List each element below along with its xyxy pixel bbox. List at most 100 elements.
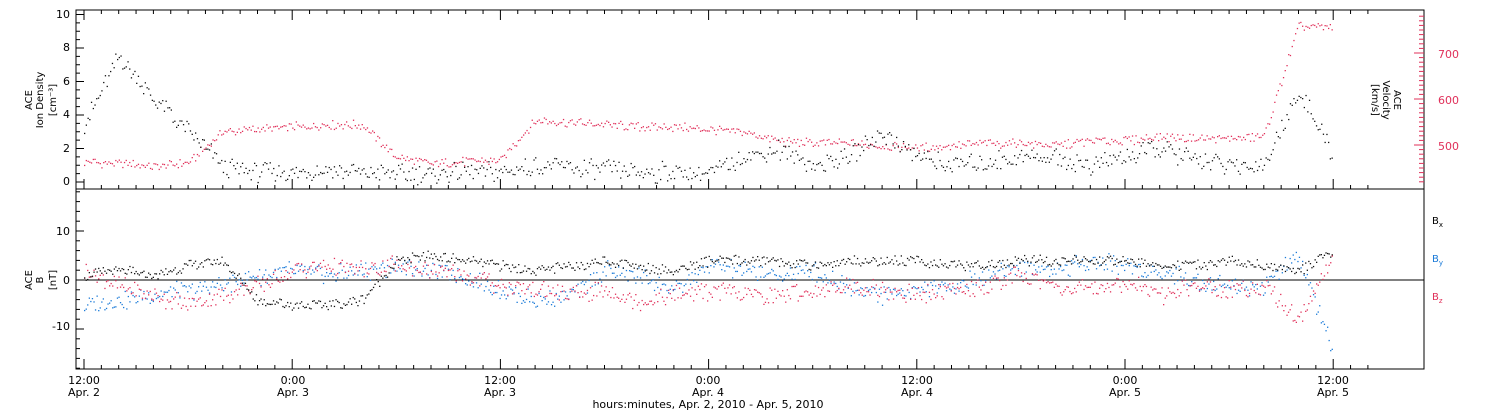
bz-point	[921, 298, 923, 301]
bz-point	[257, 275, 259, 277]
bz-point	[1217, 294, 1219, 297]
bz-point	[280, 276, 282, 279]
bz-point	[572, 286, 574, 289]
velocity-point	[368, 131, 370, 133]
bx-point	[719, 255, 721, 257]
density-point	[642, 177, 644, 179]
by-point	[1156, 274, 1159, 276]
bz-point	[591, 299, 593, 301]
bz-point	[201, 305, 203, 307]
by-point	[1211, 289, 1213, 291]
density-point	[103, 81, 105, 84]
bx-point	[897, 264, 899, 266]
bx-point	[288, 306, 290, 308]
density-point	[1249, 167, 1252, 169]
bz-point	[796, 284, 798, 286]
velocity-point	[111, 163, 114, 165]
bx-point	[546, 268, 548, 270]
bx-point	[955, 266, 957, 268]
bz-point	[187, 309, 189, 311]
density-point	[472, 177, 474, 180]
bz-point	[386, 259, 389, 261]
by-point	[1316, 313, 1318, 315]
bz-point	[1228, 280, 1230, 282]
density-point	[97, 97, 100, 99]
by-point	[995, 278, 998, 280]
bx-point	[839, 262, 842, 264]
density-point	[451, 171, 454, 173]
density-point	[491, 173, 493, 175]
bz-point	[1216, 295, 1218, 297]
density-point	[292, 168, 294, 170]
bz-point	[1134, 287, 1137, 289]
bz-point	[1119, 286, 1121, 288]
density-point	[238, 173, 240, 175]
density-point	[668, 174, 670, 176]
bz-point	[1047, 281, 1049, 283]
bz-point	[1184, 279, 1187, 281]
bz-point	[134, 281, 136, 284]
by-point	[604, 266, 606, 268]
by-point	[777, 278, 779, 281]
bx-point	[927, 263, 929, 265]
bz-point	[94, 275, 97, 277]
velocity-point	[486, 161, 488, 163]
density-point	[573, 172, 575, 174]
velocity-point	[316, 126, 318, 129]
bz-point	[1025, 277, 1027, 280]
velocity-point	[1066, 147, 1068, 149]
density-point	[571, 169, 573, 171]
velocity-point	[748, 130, 750, 132]
bz-point	[602, 296, 604, 298]
velocity-point	[378, 137, 381, 139]
by-point	[251, 277, 253, 279]
by-point	[1134, 265, 1137, 267]
bx-point	[102, 267, 104, 269]
density-point	[406, 179, 408, 182]
bx-point	[124, 272, 126, 274]
by-point	[1069, 275, 1071, 277]
velocity-point	[394, 156, 396, 158]
bz-point	[137, 284, 139, 286]
bz-point	[579, 296, 581, 298]
bz-point	[335, 274, 337, 276]
bx-point	[227, 264, 229, 267]
bx-point	[1178, 269, 1180, 271]
bx-point	[118, 267, 120, 270]
by-point	[84, 309, 86, 312]
by-point	[1330, 350, 1332, 352]
bx-point	[1297, 267, 1299, 270]
by-point	[110, 300, 112, 302]
velocity-point	[1048, 146, 1050, 148]
bz-point	[725, 292, 728, 294]
by-point	[711, 259, 713, 261]
bx-point	[1086, 259, 1088, 261]
bz-point	[863, 289, 865, 291]
velocity-point	[1326, 25, 1328, 27]
velocity-point	[346, 121, 348, 123]
bx-point	[972, 266, 974, 268]
density-point	[1074, 170, 1076, 173]
density-point	[686, 176, 688, 178]
velocity-point	[245, 127, 247, 130]
by-point	[176, 280, 178, 283]
bx-point	[1097, 262, 1099, 264]
by-point	[991, 275, 993, 277]
velocity-point	[496, 161, 499, 163]
velocity-point	[601, 122, 603, 124]
bz-point	[563, 290, 565, 292]
density-point	[1263, 164, 1266, 166]
density-point	[391, 171, 393, 173]
velocity-point	[866, 146, 868, 148]
velocity-point	[526, 129, 528, 132]
velocity-point	[493, 158, 495, 160]
velocity-point	[1232, 138, 1234, 140]
by-point	[597, 283, 599, 285]
bx-point	[1252, 264, 1254, 266]
by-point	[1147, 274, 1149, 277]
bz-point	[1223, 287, 1226, 289]
bz-point	[994, 275, 996, 277]
by-point	[490, 291, 492, 294]
by-point	[199, 281, 201, 284]
density-point	[1175, 154, 1177, 156]
